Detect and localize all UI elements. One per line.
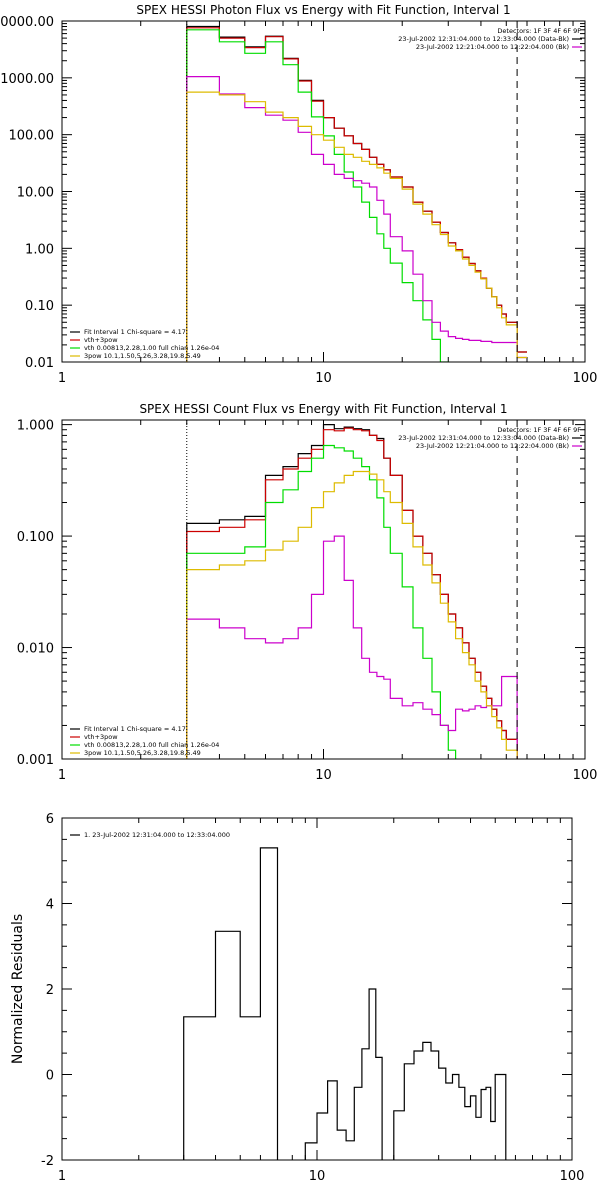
legend-top-text: Detectors: 1F 3F 4F 6F 9F [497,426,581,434]
x-tick-label: 10 [315,371,332,386]
x-tick-label: 1 [58,371,66,386]
plot-2: SPEX HESSI Count Flux vs Energy with Fit… [17,402,598,783]
y-tick-label: 0.100 [17,530,54,545]
legend-top-text: 23-Jul-2002 12:31:04.000 to 12:33:04.000… [398,35,569,43]
legend-bottom: Fit Interval 1 Chi-square = 4.17vth+3pow… [70,725,219,757]
legend-bottom-text: vth 0.00813,2.28,1.00 full chian 1.26e-0… [84,344,219,352]
x-tick-label: 100 [573,371,598,386]
y-tick-label: 1000.00 [0,72,54,87]
y-tick-label: 100.00 [9,129,55,144]
legend-top-text: 23-Jul-2002 12:21:04.000 to 12:22:04.000… [416,43,569,51]
plot-1: SPEX HESSI Photon Flux vs Energy with Fi… [0,3,598,386]
series-line-4 [186,535,518,759]
x-axis: 1 10 100 [58,818,585,1184]
y-tick-label: 10.00 [17,186,54,201]
series-line-1 [183,847,507,1160]
legend-bottom-text: 3pow 10.1,1.50,5.26,3.28,19.8,5.49 [84,352,201,360]
y-tick-label: -2 [41,1154,54,1169]
y-tick-label: 0 [46,1069,54,1084]
y-tick-label: 1.00 [25,242,54,257]
plot-frame [61,419,586,760]
legend-bottom-text: vth+3pow [84,733,118,741]
y-tick-label: 1.000 [17,419,54,434]
y-tick-label: 0.10 [25,299,54,314]
series-group [186,424,518,759]
legend-bottom-text: Fit Interval 1 Chi-square = 4.17 [84,725,186,733]
series-line-3 [186,29,449,362]
plot-frame [61,20,586,363]
legend-bottom-text: 3pow 10.1,1.50,5.26,3.28,19.8,5.49 [84,749,201,757]
legend-bottom-text: vth+3pow [84,336,118,344]
chart-title: SPEX HESSI Photon Flux vs Energy with Fi… [136,3,510,17]
x-tick-label: 100 [573,768,598,783]
chart-title: SPEX HESSI Count Flux vs Energy with Fit… [139,402,507,416]
series-group [186,25,527,362]
x-tick-label: 10 [309,1169,326,1184]
legend-bottom-text: 1. 23-Jul-2002 12:31:04.000 to 12:33:04.… [84,831,230,839]
x-tick-label: 1 [58,768,66,783]
x-tick-label: 100 [560,1169,585,1184]
y-tick-label: 0.010 [17,642,54,657]
y-tick-label: 2 [46,983,54,998]
plot-frame [61,817,573,1161]
y-tick-label: 4 [46,898,54,913]
y-axis: 1.000 0.100 0.010 0.001 [17,419,585,768]
legend-top-text: Detectors: 1F 3F 4F 6F 9F [497,27,581,35]
series-line-5 [186,470,518,759]
legend-bottom-text: Fit Interval 1 Chi-square = 4.17 [84,328,186,336]
y-tick-label: 0.01 [25,356,54,371]
x-axis: 1 10 100 [58,21,598,386]
x-tick-label: 1 [58,1169,66,1184]
plot-3: Normalized Residuals 1 10 100 6 4 2 0 -2 1. 23-Ju… [10,812,584,1184]
series-line-5 [186,91,527,362]
legend-top-text: 23-Jul-2002 12:31:04.000 to 12:33:04.000… [398,434,569,442]
legend-top-text: 23-Jul-2002 12:21:04.000 to 12:22:04.000… [416,442,569,450]
plots: SPEX HESSI Photon Flux vs Energy with Fi… [0,3,597,1184]
y-tick-label: 0.001 [17,753,54,768]
x-tick-label: 10 [315,768,332,783]
legend-bottom: Fit Interval 1 Chi-square = 4.17vth+3pow… [70,328,219,360]
series-group [183,847,507,1160]
legend-bottom: 1. 23-Jul-2002 12:31:04.000 to 12:33:04.… [70,831,230,839]
y-axis-label: Normalized Residuals [10,914,26,1064]
y-tick-label: 6 [46,812,54,827]
legend-bottom-text: vth 0.00813,2.28,1.00 full chian 1.26e-0… [84,741,219,749]
series-line-3 [186,444,457,759]
